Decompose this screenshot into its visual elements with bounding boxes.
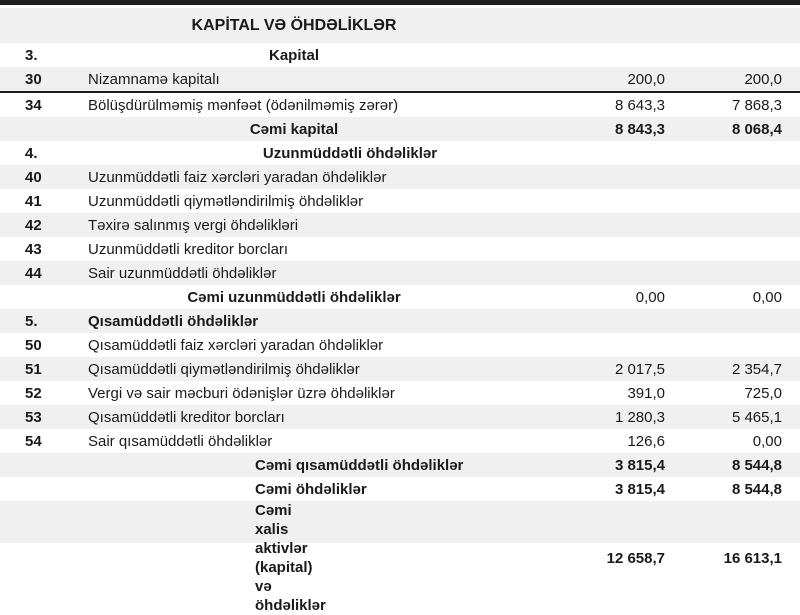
row-value-previous: 8 544,8 xyxy=(731,480,782,498)
row-code: 53 xyxy=(25,408,42,426)
row-code: 30 xyxy=(25,70,42,88)
row-label: Cəmi xalis aktivlər (kapital) və öhdəlik… xyxy=(255,502,326,614)
row-label: Uzunmüddətli faiz xərcləri yaradan öhdəl… xyxy=(88,168,387,186)
row-label: Nizamnamə kapitalı xyxy=(88,70,220,88)
row-label: Cəmi qısamüddətli öhdəliklər xyxy=(255,456,464,474)
table-row: 40 Uzunmüddətli faiz xərcləri yaradan öh… xyxy=(0,165,800,189)
row-label: Vergi və sair məcburi ödənişlər üzrə öhd… xyxy=(88,384,395,402)
table-row: 3. Kapital xyxy=(0,43,800,67)
row-label: Uzunmüddətli kreditor borcları xyxy=(88,240,289,258)
row-label: Uzunmüddətli öhdəliklər xyxy=(262,144,438,162)
table-row: 5. Qısamüddətli öhdəliklər xyxy=(0,309,800,333)
row-code: 40 xyxy=(25,168,42,186)
row-label: Kapital xyxy=(268,46,319,64)
table-row: 41 Uzunmüddətli qiymətləndirilmiş öhdəli… xyxy=(0,189,800,213)
row-value-current: 12 658,7 xyxy=(606,549,665,567)
table-title: KAPİTAL VƏ ÖHDƏLİKLƏR xyxy=(191,16,397,34)
row-code: 34 xyxy=(25,96,42,114)
row-label: Uzunmüddətli qiymətləndirilmiş öhdəliklə… xyxy=(88,192,364,210)
row-label: Sair qısamüddətli öhdəliklər xyxy=(88,432,273,450)
row-label: Cəmi öhdəliklər xyxy=(255,480,367,498)
row-value-current: 1 280,3 xyxy=(614,408,665,426)
row-value-previous: 16 613,1 xyxy=(723,549,782,567)
table-top-border xyxy=(0,0,800,5)
row-value-current: 2 017,5 xyxy=(614,360,665,378)
row-label: Sair uzunmüddətli öhdəliklər xyxy=(88,264,277,282)
row-value-previous: 5 465,1 xyxy=(731,408,782,426)
row-code: 41 xyxy=(25,192,42,210)
top-border-gap xyxy=(0,5,800,8)
table-row: 44 Sair uzunmüddətli öhdəliklər xyxy=(0,261,800,285)
row-label: Qısamüddətli kreditor borcları xyxy=(88,408,285,426)
row-label: Təxirə salınmış vergi öhdəlikləri xyxy=(88,216,299,234)
row-value-current: 200,0 xyxy=(627,70,665,88)
row-value-current: 8 643,3 xyxy=(614,96,665,114)
table-row: Cəmi xalis aktivlər (kapital) və öhdəlik… xyxy=(0,501,800,614)
table-row: 43 Uzunmüddətli kreditor borcları xyxy=(0,237,800,261)
row-label: Cəmi uzunmüddətli öhdəliklər xyxy=(187,288,401,306)
table-row: 42 Təxirə salınmış vergi öhdəlikləri xyxy=(0,213,800,237)
row-value-current: 3 815,4 xyxy=(614,456,665,474)
row-code: 44 xyxy=(25,264,42,282)
row-code: 4. xyxy=(25,144,38,162)
table-row: 30 Nizamnamə kapitalı 200,0 200,0 xyxy=(0,67,800,91)
row-value-current: 8 843,3 xyxy=(614,120,665,138)
row-code: 5. xyxy=(25,312,38,330)
row-value-previous: 0,00 xyxy=(752,432,782,450)
row-label: Qısamüddətli qiymətləndirilmiş öhdəliklə… xyxy=(88,360,360,378)
table-title-row: KAPİTAL VƏ ÖHDƏLİKLƏR xyxy=(0,8,800,43)
row-value-previous: 8 544,8 xyxy=(731,456,782,474)
row-value-current: 391,0 xyxy=(627,384,665,402)
table-row: Cəmi uzunmüddətli öhdəliklər 0,00 0,00 xyxy=(0,285,800,309)
row-value-previous: 8 068,4 xyxy=(731,120,782,138)
row-label: Bölüşdürülməmiş mənfəət (ödənilməmiş zər… xyxy=(88,96,399,114)
row-code: 50 xyxy=(25,336,42,354)
table-row: 53 Qısamüddətli kreditor borcları 1 280,… xyxy=(0,405,800,429)
row-label: Cəmi kapital xyxy=(249,120,339,138)
row-value-current: 3 815,4 xyxy=(614,480,665,498)
table-rows: 3. Kapital 30 Nizamnamə kapitalı 200,0 2… xyxy=(0,43,800,614)
table-row: Cəmi öhdəliklər 3 815,4 8 544,8 xyxy=(0,477,800,501)
row-value-previous: 725,0 xyxy=(744,384,782,402)
row-value-previous: 7 868,3 xyxy=(731,96,782,114)
row-value-current: 126,6 xyxy=(627,432,665,450)
row-label: Qısamüddətli faiz xərcləri yaradan öhdəl… xyxy=(88,336,384,354)
row-value-previous: 0,00 xyxy=(752,288,782,306)
row-value-current: 0,00 xyxy=(635,288,665,306)
row-code: 42 xyxy=(25,216,42,234)
table-row: Cəmi kapital 8 843,3 8 068,4 xyxy=(0,117,800,141)
table-row: 34 Bölüşdürülməmiş mənfəət (ödənilməmiş … xyxy=(0,91,800,117)
row-code: 52 xyxy=(25,384,42,402)
row-label: Qısamüddətli öhdəliklər xyxy=(88,312,259,330)
row-value-previous: 2 354,7 xyxy=(731,360,782,378)
table-row: 51 Qısamüddətli qiymətləndirilmiş öhdəli… xyxy=(0,357,800,381)
row-code: 43 xyxy=(25,240,42,258)
row-value-previous: 200,0 xyxy=(744,70,782,88)
table-row: 52 Vergi və sair məcburi ödənişlər üzrə … xyxy=(0,381,800,405)
row-code: 51 xyxy=(25,360,42,378)
row-code: 3. xyxy=(25,46,38,64)
table-row: 4. Uzunmüddətli öhdəliklər xyxy=(0,141,800,165)
table-row: 50 Qısamüddətli faiz xərcləri yaradan öh… xyxy=(0,333,800,357)
table-row: Cəmi qısamüddətli öhdəliklər 3 815,4 8 5… xyxy=(0,453,800,477)
row-code: 54 xyxy=(25,432,42,450)
table-row: 54 Sair qısamüddətli öhdəliklər 126,6 0,… xyxy=(0,429,800,453)
